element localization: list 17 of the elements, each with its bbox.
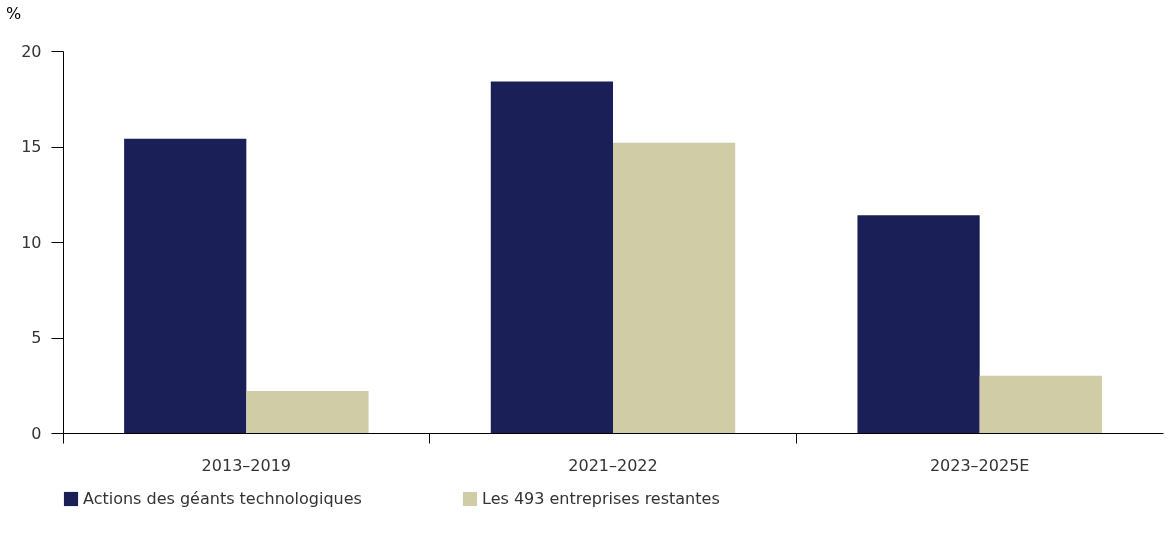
- bar: [490, 81, 613, 433]
- y-tick-label: 15: [21, 137, 42, 156]
- y-axis-title: %: [5, 3, 22, 23]
- legend-label: Les 493 entreprises restantes: [482, 489, 720, 508]
- bar: [613, 142, 736, 433]
- x-tick-label: 2021–2022: [568, 455, 658, 475]
- x-tick-label: 2013–2019: [201, 455, 292, 475]
- y-tick-label: 0: [31, 423, 42, 443]
- bar: [124, 138, 247, 433]
- bar: [979, 375, 1102, 433]
- y-tick-label: 10: [21, 232, 42, 252]
- bar: [246, 390, 369, 433]
- bar: [857, 215, 980, 433]
- legend-label: Actions des géants technologiques: [83, 489, 362, 508]
- x-tick-label: 2023–2025E: [929, 455, 1030, 475]
- y-tick-label: 20: [21, 41, 42, 61]
- y-tick-label: 5: [31, 328, 42, 347]
